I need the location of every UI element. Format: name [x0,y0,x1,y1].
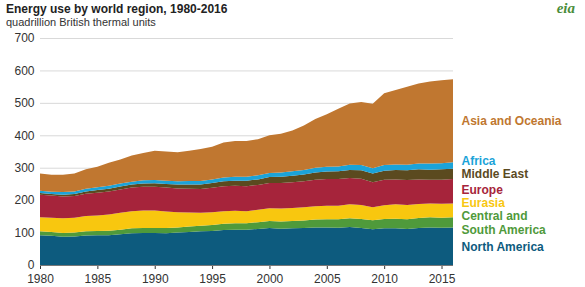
svg-text:1980: 1980 [27,272,54,286]
svg-text:Europe: Europe [462,183,504,197]
svg-text:500: 500 [14,96,34,110]
svg-text:2010: 2010 [371,272,398,286]
svg-text:Eurasia: Eurasia [462,196,506,210]
html-text:eia: eia [556,0,575,16]
svg-text:700: 700 [14,31,34,45]
svg-text:1995: 1995 [199,272,226,286]
svg-text:0: 0 [28,258,35,272]
svg-text:Middle East: Middle East [462,167,529,181]
svg-text:2015: 2015 [429,272,456,286]
svg-text:Asia and Oceania: Asia and Oceania [462,114,562,128]
svg-text:600: 600 [14,64,34,78]
svg-text:300: 300 [14,161,34,175]
html-text:Energy use by world region, 19: Energy use by world region, 1980-2016 [6,2,228,16]
svg-text:100: 100 [14,226,34,240]
svg-text:200: 200 [14,193,34,207]
svg-text:1990: 1990 [142,272,169,286]
svg-text:2000: 2000 [257,272,284,286]
svg-text:Africa: Africa [462,154,496,168]
html-text:quadrillion British thermal un: quadrillion British thermal units [6,16,156,28]
svg-text:2005: 2005 [314,272,341,286]
svg-text:North America: North America [462,240,545,254]
svg-text:400: 400 [14,129,34,143]
svg-text:Central andSouth America: Central andSouth America [462,209,547,236]
svg-text:1985: 1985 [85,272,112,286]
